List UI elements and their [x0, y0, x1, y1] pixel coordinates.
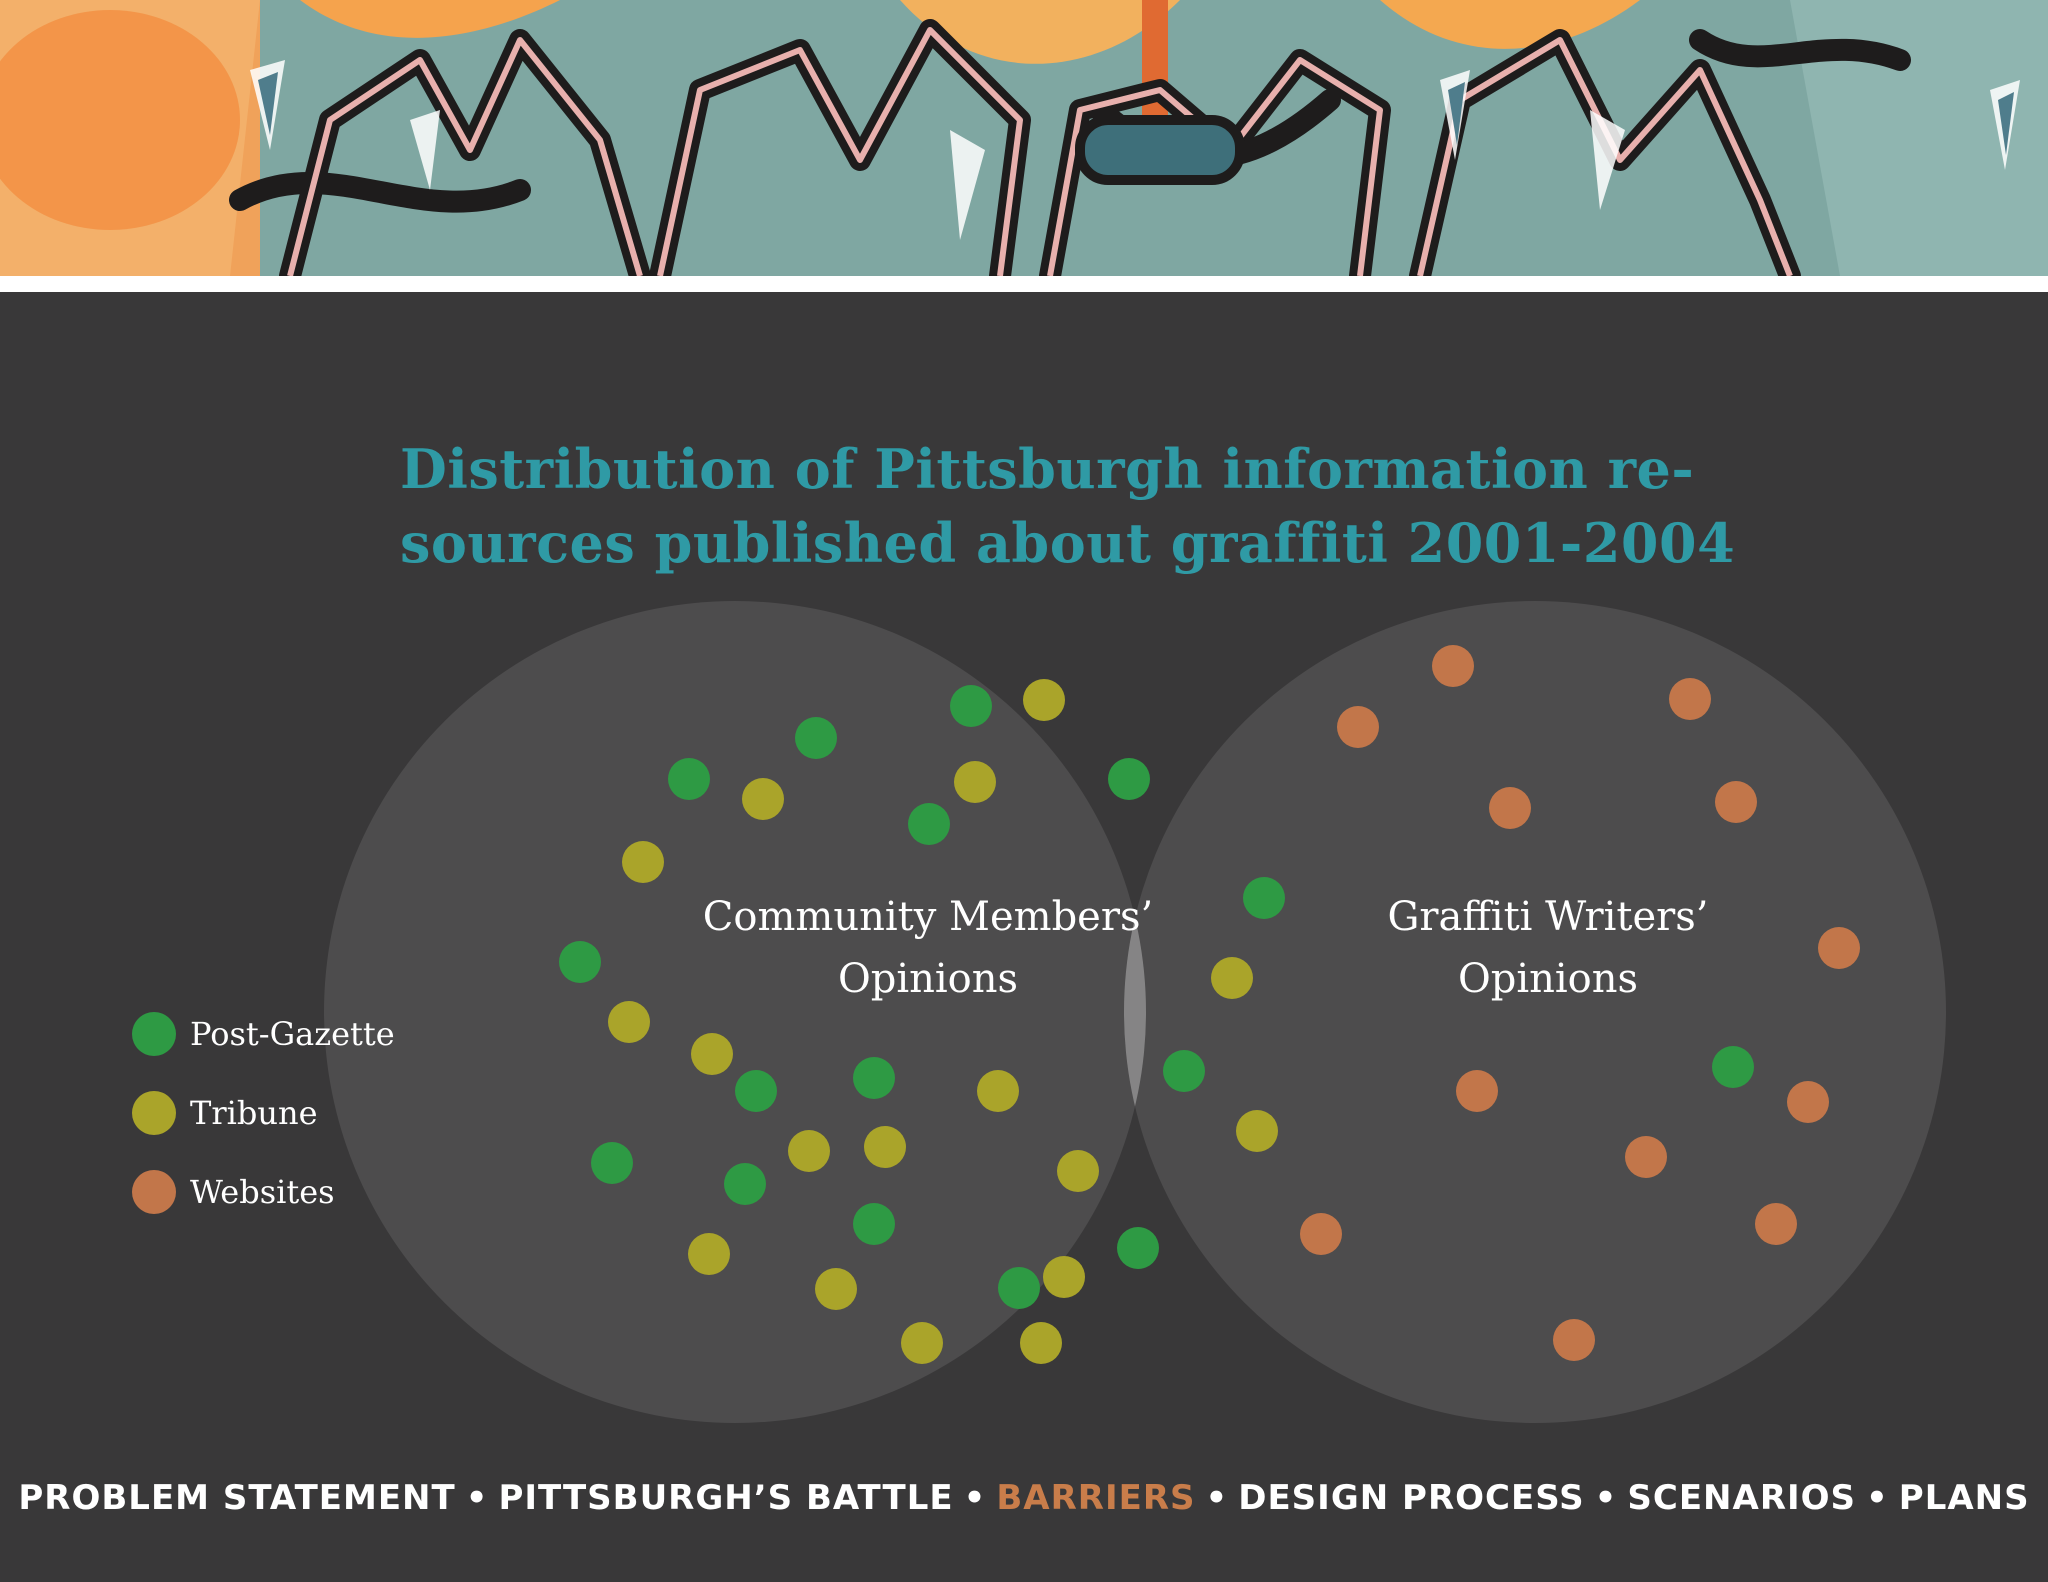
title-line-1: Distribution of Pittsburgh information r…: [400, 437, 1695, 501]
dot-post-gazette-community-only: [735, 1070, 777, 1112]
set-label-community-line-1: Community Members’: [703, 894, 1153, 940]
dot-post-gazette-community-only: [1108, 758, 1150, 800]
graffiti-banner-image: [0, 0, 2048, 276]
dot-tribune-community-only: [1020, 1322, 1062, 1364]
legend-item-tribune: Tribune: [132, 1090, 318, 1136]
dot-tribune-overlap: [1236, 1110, 1278, 1152]
dot-websites-writers-only: [1818, 927, 1860, 969]
set-label-community-line-2: Opinions: [838, 956, 1018, 1002]
nav-separator: •: [1866, 1478, 1889, 1518]
nav-scenarios[interactable]: SCENARIOS: [1627, 1478, 1857, 1518]
chart-title: Distribution of Pittsburgh information r…: [400, 432, 1736, 580]
dot-websites-writers-only: [1625, 1136, 1667, 1178]
legend-item-websites: Websites: [132, 1169, 335, 1215]
dot-post-gazette-overlap: [1243, 877, 1285, 919]
dot-tribune-community-only: [1043, 1256, 1085, 1298]
dot-websites-writers-only: [1489, 787, 1531, 829]
nav-separator: •: [1205, 1478, 1229, 1518]
dot-tribune-community-only: [691, 1033, 733, 1075]
dot-post-gazette-writers-only: [1712, 1046, 1754, 1088]
venn-circle-writers: [1124, 601, 1946, 1423]
dot-tribune-community-only: [608, 1001, 650, 1043]
legend-swatch-websites: [132, 1170, 176, 1214]
dot-post-gazette-community-only: [559, 941, 601, 983]
dot-websites-writers-only: [1553, 1319, 1595, 1361]
nav-separator: •: [1594, 1478, 1618, 1518]
legend-swatch-tribune: [132, 1091, 176, 1135]
dot-post-gazette-community-only: [591, 1142, 633, 1184]
nav-separator: •: [963, 1478, 987, 1518]
dot-post-gazette-community-only: [908, 803, 950, 845]
dot-post-gazette-community-only: [853, 1057, 895, 1099]
dot-tribune-overlap: [1211, 957, 1253, 999]
legend-label-post-gazette: Post-Gazette: [190, 1015, 395, 1053]
dot-websites-writers-only: [1669, 678, 1711, 720]
set-label-writers-line-2: Opinions: [1458, 956, 1638, 1002]
dot-tribune-community-only: [901, 1322, 943, 1364]
legend-label-websites: Websites: [190, 1173, 335, 1211]
set-label-writers-line-1: Graffiti Writers’: [1387, 894, 1708, 940]
dot-tribune-community-only: [788, 1130, 830, 1172]
dot-websites-writers-only: [1787, 1081, 1829, 1123]
legend-swatch-post-gazette: [132, 1012, 176, 1056]
nav-separator: •: [465, 1478, 489, 1518]
dot-tribune-community-only: [977, 1070, 1019, 1112]
dot-tribune-community-only: [622, 841, 664, 883]
dot-websites-writers-only: [1432, 645, 1474, 687]
banner-divider: [0, 276, 2048, 292]
source-dots: [559, 645, 1860, 1364]
nav-barriers[interactable]: BARRIERS: [996, 1478, 1196, 1518]
dot-tribune-community-only: [864, 1126, 906, 1168]
dot-post-gazette-community-only: [998, 1267, 1040, 1309]
dot-tribune-community-only: [954, 761, 996, 803]
dot-post-gazette-community-only: [724, 1163, 766, 1205]
nav-plans[interactable]: PLANS: [1898, 1478, 2030, 1518]
dot-tribune-community-only: [1023, 679, 1065, 721]
dot-post-gazette-community-only: [853, 1203, 895, 1245]
title-line-2: sources published about graffiti 2001-20…: [400, 511, 1736, 575]
dot-websites-writers-only: [1715, 781, 1757, 823]
dot-websites-writers-only: [1300, 1213, 1342, 1255]
dot-websites-writers-only: [1755, 1203, 1797, 1245]
nav-design-process[interactable]: DESIGN PROCESS: [1238, 1478, 1585, 1518]
legend-label-tribune: Tribune: [190, 1094, 318, 1132]
dot-post-gazette-community-only: [1117, 1227, 1159, 1269]
dot-post-gazette-community-only: [668, 758, 710, 800]
dot-tribune-community-only: [1057, 1150, 1099, 1192]
dot-post-gazette-community-only: [950, 685, 992, 727]
dot-post-gazette-overlap: [1163, 1050, 1205, 1092]
dot-tribune-community-only: [688, 1233, 730, 1275]
dot-tribune-community-only: [815, 1268, 857, 1310]
dot-post-gazette-community-only: [795, 717, 837, 759]
nav-pittsburghs-battle[interactable]: PITTSBURGH’S BATTLE: [498, 1478, 954, 1518]
section-nav: PROBLEM STATEMENT • PITTSBURGH’S BATTLE • BA…: [0, 1478, 2048, 1518]
legend-item-post-gazette: Post-Gazette: [132, 1011, 395, 1057]
dot-websites-writers-only: [1337, 706, 1379, 748]
dot-tribune-community-only: [742, 778, 784, 820]
dot-websites-writers-only: [1456, 1070, 1498, 1112]
nav-problem-statement[interactable]: PROBLEM STATEMENT: [18, 1478, 456, 1518]
